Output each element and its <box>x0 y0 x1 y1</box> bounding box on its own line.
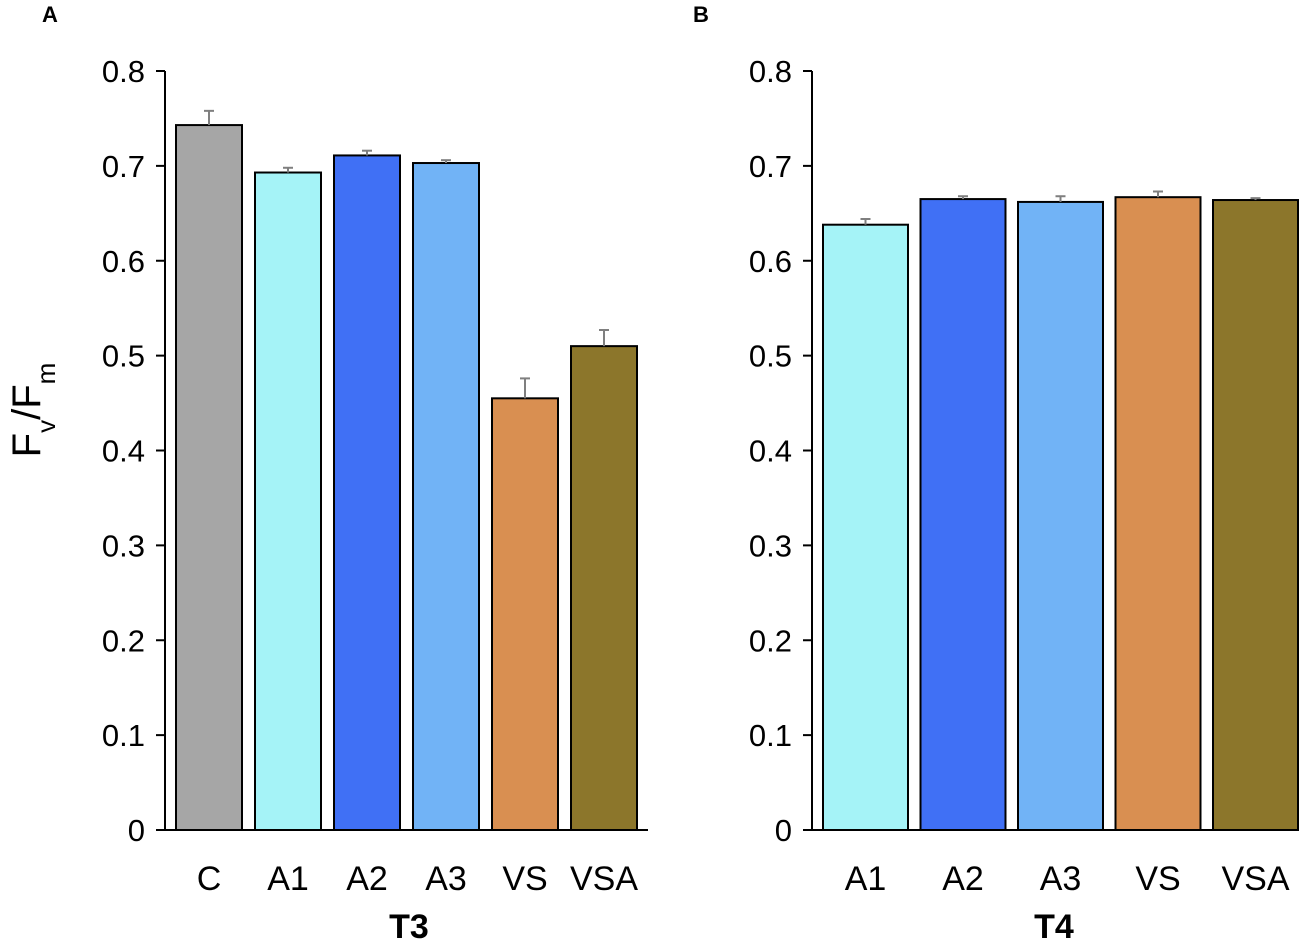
panel-b-ytick-label: 0.1 <box>749 718 792 753</box>
panel-a-bar-c <box>175 124 243 832</box>
y-axis-title-f: F <box>5 433 49 457</box>
y-axis-title-sub-m: m <box>31 363 61 385</box>
panel-a-category-label: VSA <box>570 860 638 898</box>
panel-a-ticks: 0 0.1 0.2 0.3 0.4 0.5 0.6 0.7 0.8 <box>102 54 165 848</box>
panel-a-ytick-label: 0.5 <box>102 339 145 374</box>
panel-b-chart: B 00.10.20.30.40.50.60.70.8 A1 A2 A3 VS VSA … <box>693 2 1299 945</box>
panel-b-errorbars <box>860 190 1261 225</box>
panel-a-ytick-label: 0.4 <box>102 434 145 469</box>
panel-a-bar-vsa <box>570 345 638 831</box>
panel-b-category-label: VS <box>1135 860 1180 898</box>
panel-b-bars <box>822 196 1299 832</box>
panel-a-bar-a2 <box>333 154 401 832</box>
panel-b-bar-a1 <box>822 223 909 831</box>
panel-b-ytick-label: 0 <box>775 813 792 848</box>
y-axis-title-sub-v: v <box>31 420 61 433</box>
panel-b-category-label: A2 <box>942 860 984 898</box>
panel-a-ytick-label: 0.2 <box>102 623 145 658</box>
panel-a-ytick-label: 0.1 <box>102 718 145 753</box>
panel-b-ytick-label: 0.3 <box>749 528 792 563</box>
panel-a-group-label: T3 <box>389 908 429 945</box>
panel-b-category-label: A1 <box>845 860 887 898</box>
panel-a-ytick-label: 0.6 <box>102 244 145 279</box>
panel-b-ticks: 0 0.1 0.2 0.3 0.4 0.5 0.6 0.7 0.8 <box>749 54 812 848</box>
panel-b-ytick-label: 0.6 <box>749 244 792 279</box>
panel-a-ytick-label: 0.8 <box>102 54 145 89</box>
panel-b-bar-vs <box>1114 196 1202 831</box>
panel-a-ytick-label: 0.7 <box>102 149 145 184</box>
panel-b-group-label: T4 <box>1034 908 1074 945</box>
panel-a-bar-a3 <box>412 162 480 831</box>
panel-a-category-label: C <box>197 860 222 898</box>
panel-a-axes <box>156 71 648 831</box>
panel-a-category-label: VS <box>502 860 547 898</box>
panel-a-categories: C A1 A2 A3 VS VSA <box>197 860 639 898</box>
y-axis-title: Fv/Fm <box>5 363 61 458</box>
panel-b-axes <box>803 71 1299 831</box>
panel-a-category-label: A1 <box>267 860 309 898</box>
panel-b-label: B <box>693 2 709 27</box>
panel-b-ytick-label: 0.2 <box>749 623 792 658</box>
panel-a-bars <box>175 124 638 832</box>
panel-a-category-label: A3 <box>425 860 467 898</box>
panel-a-ytick-label: 0 <box>128 813 145 848</box>
y-axis-title-slash-f: /F <box>5 384 49 420</box>
panel-a-label: A <box>42 2 58 27</box>
panel-a-bar-a1 <box>254 171 322 832</box>
panel-a-category-label: A2 <box>346 860 388 898</box>
panel-a-ytick-label: 0.3 <box>102 528 145 563</box>
panel-b-ytick-label: 0.4 <box>749 434 792 469</box>
panel-a-bar-vs <box>491 397 559 831</box>
panel-b-bar-a2 <box>919 198 1007 832</box>
panel-b-bar-a3 <box>1017 200 1104 832</box>
panel-b-categories: A1 A2 A3 VS VSA <box>845 860 1290 898</box>
panel-b-ytick-label: 0.8 <box>749 54 792 89</box>
panel-a-chart: A 0 0.1 0.2 0.3 0.4 0.5 0.6 0.7 0.8 C A1 A2 A3 VS VSA… <box>42 2 648 945</box>
panel-b-category-label: VSA <box>1221 860 1289 898</box>
panel-a-errorbars <box>204 109 609 399</box>
panel-b-ytick-label: 0.7 <box>749 149 792 184</box>
panel-b-ytick-label: 0.5 <box>749 339 792 374</box>
panel-b-bar-vsa <box>1212 199 1299 831</box>
panel-b-category-label: A3 <box>1040 860 1082 898</box>
